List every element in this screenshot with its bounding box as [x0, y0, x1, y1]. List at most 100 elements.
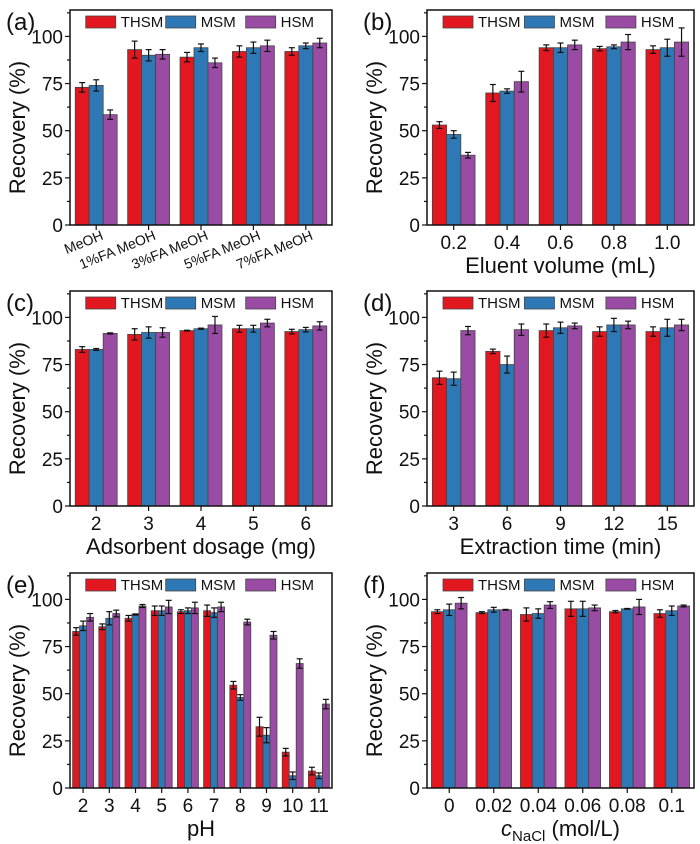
y-tick-label: 100	[388, 308, 420, 329]
legend-swatch-thsm	[442, 578, 474, 592]
legend-swatch-hsm	[245, 578, 277, 592]
bar-thsm	[127, 333, 143, 507]
axes-frame	[69, 572, 333, 789]
y-tick-label: 50	[399, 685, 420, 706]
bar-hsm	[207, 62, 223, 226]
legend-swatch-msm	[524, 15, 555, 29]
x-tick-label: 2	[91, 514, 102, 535]
bar-msm	[659, 47, 675, 226]
bar-hsm	[588, 607, 601, 789]
legend-label-hsm: HSM	[641, 14, 674, 31]
legend-label-hsm: HSM	[641, 295, 674, 312]
x-tick-label: 0.4	[494, 233, 521, 254]
bar-thsm	[281, 751, 290, 789]
bar-thsm	[232, 328, 247, 507]
panel-label: (e)	[6, 572, 35, 599]
x-tick-label: 0.02	[475, 796, 512, 817]
bar-hsm	[138, 605, 147, 789]
bar-hsm	[217, 606, 225, 789]
y-tick-label: 25	[42, 169, 63, 190]
bar-hsm	[190, 607, 199, 789]
bar-msm	[298, 329, 314, 507]
x-tick-label: 0.8	[601, 233, 627, 254]
legend-label-msm: MSM	[201, 577, 236, 594]
bar-thsm	[485, 92, 501, 226]
x-axis-title-subscript: NaCl	[512, 828, 545, 844]
y-tick-label: 25	[399, 169, 420, 190]
y-tick-label: 75	[42, 638, 63, 659]
bar-msm	[552, 327, 569, 507]
y-tick-label: 0	[409, 779, 420, 800]
bar-thsm	[564, 608, 578, 789]
bar-hsm	[102, 114, 118, 226]
bar-hsm	[513, 81, 529, 226]
x-tick-label: 3	[448, 514, 459, 535]
bar-hsm	[321, 703, 330, 789]
bar-thsm	[203, 610, 212, 789]
x-tick-label: 4	[196, 514, 207, 535]
x-tick-label: 5	[248, 514, 259, 535]
legend-label-hsm: HSM	[641, 577, 674, 594]
bar-hsm	[164, 606, 173, 789]
axes-frame	[426, 572, 695, 789]
x-tick-label: 0	[444, 796, 455, 817]
bar-thsm	[232, 51, 247, 226]
x-tick-label: 12	[603, 514, 624, 535]
bar-hsm	[620, 41, 636, 226]
x-tick-label: 3	[143, 514, 154, 535]
bar-msm	[141, 332, 156, 507]
legend-label-hsm: HSM	[281, 14, 314, 31]
legend-swatch-msm	[524, 296, 555, 310]
x-tick-label: 0.08	[609, 796, 646, 817]
legend-swatch-msm	[165, 15, 197, 29]
y-tick-label: 0	[52, 216, 63, 237]
y-tick-label: 0	[409, 497, 420, 518]
bar-msm	[606, 324, 622, 507]
bar-hsm	[677, 605, 690, 789]
bar-thsm	[538, 47, 554, 226]
y-tick-label: 0	[52, 497, 63, 518]
x-tick-label: 6	[502, 514, 513, 535]
x-tick-label: 0.1	[659, 796, 685, 817]
legend-label-thsm: THSM	[121, 14, 164, 31]
legend-swatch-msm	[165, 296, 197, 310]
bar-thsm	[475, 612, 489, 789]
x-axis-title: Eluent volume (mL)	[465, 253, 656, 278]
x-tick-label: 11	[309, 796, 329, 817]
legend-swatch-hsm	[245, 15, 277, 29]
y-tick-label: 75	[42, 75, 63, 96]
x-tick-label: 1.0	[654, 233, 680, 254]
panel-label: (a)	[6, 9, 35, 36]
legend-label-thsm: THSM	[121, 577, 164, 594]
bar-hsm	[632, 606, 646, 789]
x-tick-label: 10	[282, 796, 303, 817]
bar-hsm	[86, 616, 94, 789]
bar-thsm	[645, 331, 661, 507]
bar-msm	[552, 47, 569, 226]
bar-msm	[141, 54, 156, 226]
bar-thsm	[74, 86, 90, 226]
x-tick-label: 0.6	[547, 233, 573, 254]
legend-swatch-thsm	[85, 296, 117, 310]
y-tick-label: 100	[388, 590, 420, 611]
y-axis-title: Recovery (%)	[5, 61, 30, 194]
x-tick-label: 3	[104, 796, 115, 817]
bar-hsm	[513, 329, 529, 507]
legend-label-msm: MSM	[201, 295, 236, 312]
bar-hsm	[155, 332, 170, 507]
bar-thsm	[98, 626, 107, 789]
x-tick-label: 15	[657, 514, 678, 535]
legend-label-thsm: THSM	[121, 295, 164, 312]
bar-msm	[210, 612, 219, 789]
x-axis-title-var: c	[501, 816, 512, 841]
bar-thsm	[74, 349, 90, 507]
legend-label-msm: MSM	[559, 14, 594, 31]
bar-hsm	[567, 325, 583, 507]
bar-hsm	[460, 154, 476, 226]
legend-swatch-thsm	[442, 296, 474, 310]
bar-msm	[620, 608, 634, 789]
bar-hsm	[102, 333, 118, 507]
y-tick-label: 50	[42, 122, 63, 143]
bar-thsm	[229, 684, 238, 789]
panel-label: (f)	[363, 572, 386, 599]
